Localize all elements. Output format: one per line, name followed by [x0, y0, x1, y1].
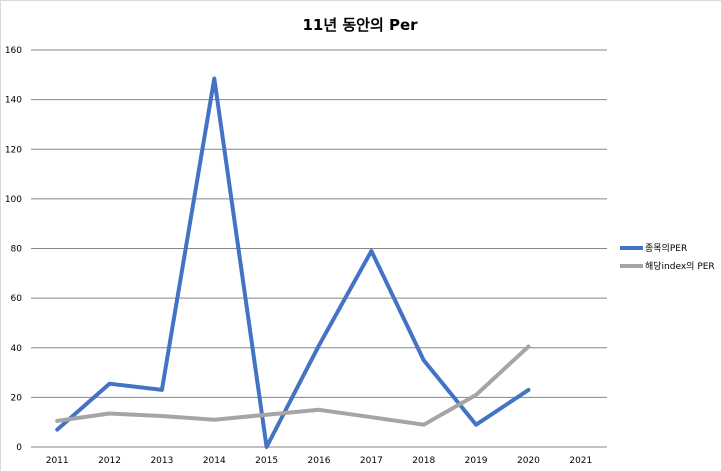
y-tick-label: 0 [16, 443, 22, 453]
x-axis-ticks: 2011 2012 2013 2014 2015 2016 2017 2018 2019 2020… [46, 456, 593, 466]
legend-label: 해당index의 PER [645, 261, 715, 272]
y-tick-label: 140 [5, 96, 22, 106]
series-line-2 [55, 344, 531, 427]
gridlines [31, 49, 607, 448]
x-tick-label: 2012 [98, 456, 121, 466]
legend-label: 종목의PER [645, 243, 687, 254]
x-tick-label: 2013 [150, 456, 173, 466]
y-tick-label: 60 [11, 294, 23, 304]
x-tick-label: 2018 [412, 456, 435, 466]
chart-title: 11년 동안의 Per [302, 16, 418, 34]
series-lines [55, 76, 531, 449]
x-tick-label: 2017 [360, 456, 383, 466]
y-tick-label: 120 [5, 145, 22, 155]
y-tick-label: 40 [11, 344, 23, 354]
x-tick-label: 2020 [517, 456, 540, 466]
series-line-1 [55, 76, 531, 449]
y-axis-ticks: 0 20 40 60 80 100 120 140 160 [5, 46, 22, 453]
x-tick-label: 2019 [465, 456, 488, 466]
y-tick-label: 20 [11, 393, 23, 403]
x-tick-label: 2016 [308, 456, 331, 466]
y-tick-label: 100 [5, 195, 22, 205]
x-tick-label: 2011 [46, 456, 69, 466]
x-tick-label: 2014 [203, 456, 226, 466]
legend: 종목의PER 해당index의 PER [620, 243, 715, 272]
x-tick-label: 2015 [255, 456, 278, 466]
x-tick-label: 2021 [569, 456, 592, 466]
y-tick-label: 80 [11, 245, 23, 255]
y-tick-label: 160 [5, 46, 22, 56]
